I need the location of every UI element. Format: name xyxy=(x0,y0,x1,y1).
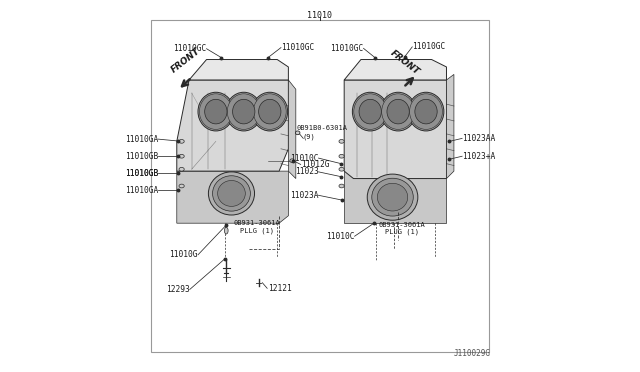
Ellipse shape xyxy=(367,174,418,220)
Ellipse shape xyxy=(179,184,184,188)
Text: 0B931-3061A: 0B931-3061A xyxy=(234,220,280,226)
Ellipse shape xyxy=(372,178,413,216)
Text: 11010GC: 11010GC xyxy=(330,44,364,53)
Ellipse shape xyxy=(198,92,234,131)
Ellipse shape xyxy=(218,180,245,206)
Bar xyxy=(151,20,489,352)
Text: 11010GC: 11010GC xyxy=(173,44,207,53)
Text: FRONT: FRONT xyxy=(388,48,421,76)
Text: 11010GB: 11010GB xyxy=(125,152,158,161)
Text: 11010G: 11010G xyxy=(170,250,198,259)
Text: J110029G: J110029G xyxy=(454,349,491,358)
Ellipse shape xyxy=(227,94,260,129)
Ellipse shape xyxy=(353,92,388,131)
Text: 0B931-3061A: 0B931-3061A xyxy=(378,222,425,228)
Ellipse shape xyxy=(179,154,184,158)
Ellipse shape xyxy=(408,92,444,131)
Ellipse shape xyxy=(339,167,344,171)
Text: 11023A: 11023A xyxy=(290,191,319,200)
Ellipse shape xyxy=(410,94,442,129)
Text: 11023AA: 11023AA xyxy=(462,134,495,143)
Polygon shape xyxy=(177,80,289,171)
Ellipse shape xyxy=(296,131,300,135)
Ellipse shape xyxy=(415,99,437,124)
Text: FRONT: FRONT xyxy=(169,46,202,74)
Ellipse shape xyxy=(378,183,408,211)
Ellipse shape xyxy=(205,99,227,124)
Text: 11023: 11023 xyxy=(295,167,319,176)
Ellipse shape xyxy=(359,99,381,124)
Ellipse shape xyxy=(226,92,262,131)
Ellipse shape xyxy=(209,172,255,215)
Text: 11010C: 11010C xyxy=(326,232,355,241)
Text: 11010C: 11010C xyxy=(290,154,319,163)
Ellipse shape xyxy=(179,167,184,171)
Text: PLLG (1): PLLG (1) xyxy=(240,227,274,234)
Ellipse shape xyxy=(200,94,232,129)
Text: 11010GB: 11010GB xyxy=(125,169,158,178)
Polygon shape xyxy=(447,74,454,179)
Ellipse shape xyxy=(212,176,250,211)
Text: (9): (9) xyxy=(302,133,315,140)
Ellipse shape xyxy=(253,94,286,129)
Ellipse shape xyxy=(252,92,287,131)
Ellipse shape xyxy=(259,99,281,124)
Text: 11023+A: 11023+A xyxy=(462,152,495,161)
Ellipse shape xyxy=(381,94,415,129)
Text: 11010GA: 11010GA xyxy=(125,135,158,144)
Ellipse shape xyxy=(354,94,387,129)
Polygon shape xyxy=(344,80,447,179)
Text: 0B91B0-6301A: 0B91B0-6301A xyxy=(296,125,347,131)
Ellipse shape xyxy=(339,140,344,143)
Text: 11010GC: 11010GC xyxy=(281,43,314,52)
Polygon shape xyxy=(177,171,289,223)
Text: 12293: 12293 xyxy=(166,285,190,294)
Ellipse shape xyxy=(380,92,416,131)
Ellipse shape xyxy=(339,154,344,158)
Ellipse shape xyxy=(339,184,344,188)
Ellipse shape xyxy=(179,140,184,143)
Ellipse shape xyxy=(387,99,409,124)
Text: 11010: 11010 xyxy=(307,11,333,20)
Text: 11012G: 11012G xyxy=(301,160,329,169)
Text: PLUG (1): PLUG (1) xyxy=(385,229,419,235)
Ellipse shape xyxy=(290,159,294,163)
Text: 11010GB: 11010GB xyxy=(125,169,158,178)
Text: 11010GA: 11010GA xyxy=(125,186,158,195)
Polygon shape xyxy=(344,60,447,80)
Ellipse shape xyxy=(225,227,228,234)
Polygon shape xyxy=(344,171,447,223)
Text: 12121: 12121 xyxy=(268,284,292,293)
Ellipse shape xyxy=(232,99,255,124)
Text: 11010GC: 11010GC xyxy=(412,42,445,51)
Polygon shape xyxy=(289,80,296,179)
Polygon shape xyxy=(189,60,289,80)
